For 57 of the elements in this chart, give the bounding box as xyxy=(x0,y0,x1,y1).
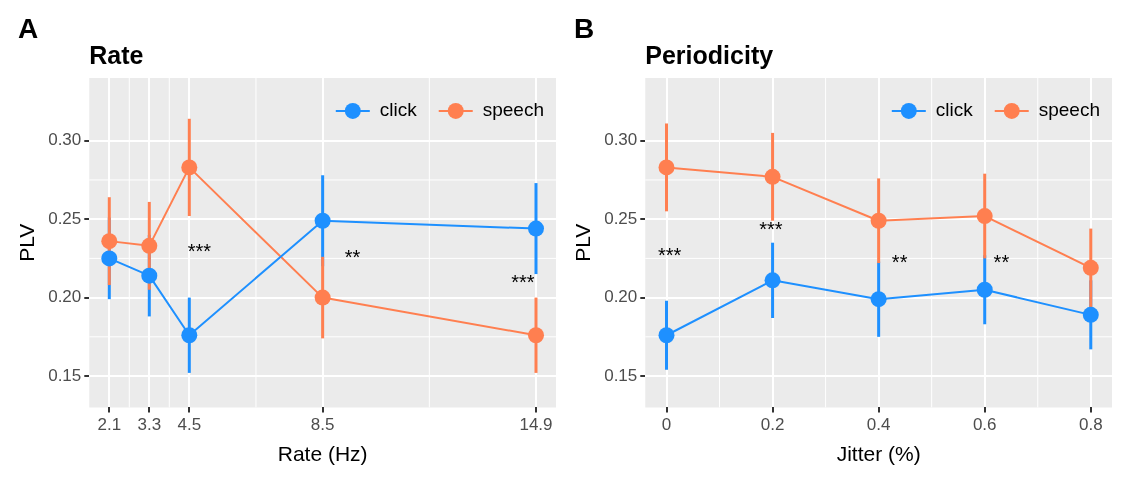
annotation: ** xyxy=(993,250,1010,273)
point xyxy=(870,291,887,308)
point xyxy=(314,212,331,229)
legend-label: click xyxy=(379,99,418,121)
annotation: *** xyxy=(187,239,212,262)
annotation: *** xyxy=(759,217,783,240)
point xyxy=(764,272,781,289)
point xyxy=(1082,259,1099,276)
point xyxy=(976,208,993,225)
x-tick-label: 8.5 xyxy=(310,415,335,435)
point xyxy=(314,289,331,306)
x-axis-title: Rate (Hz) xyxy=(277,442,368,466)
x-tick-label: 2.1 xyxy=(97,415,122,435)
legend-label: click xyxy=(935,99,974,121)
text: B xyxy=(574,12,595,44)
point xyxy=(141,267,158,284)
x-tick-label: 0 xyxy=(661,415,672,435)
point xyxy=(658,159,675,176)
annotation: *** xyxy=(657,244,682,267)
point xyxy=(181,159,198,176)
point xyxy=(1082,306,1099,323)
point xyxy=(658,327,675,344)
point xyxy=(764,168,781,185)
point xyxy=(528,220,544,237)
y-tick-label: 0.15 xyxy=(48,365,82,385)
y-tick-label: 0.30 xyxy=(48,130,82,150)
x-tick-label: 0.8 xyxy=(1078,415,1103,435)
point xyxy=(870,212,887,229)
point xyxy=(976,281,993,298)
y-tick-label: 0.25 xyxy=(48,208,82,228)
chart-title: Periodicity xyxy=(645,41,774,69)
annotation: ** xyxy=(344,246,361,269)
point xyxy=(101,250,118,267)
chart-title: Rate xyxy=(89,41,144,69)
y-axis-title: PLV xyxy=(571,223,595,262)
x-tick-label: 4.5 xyxy=(177,415,202,435)
point xyxy=(528,327,544,344)
x-tick-label: 0.4 xyxy=(866,415,891,435)
y-tick-label: 0.25 xyxy=(604,208,638,228)
point xyxy=(101,233,118,250)
annotation: ** xyxy=(891,250,908,273)
x-tick-label: 0.2 xyxy=(760,415,785,435)
x-tick-label: 3.3 xyxy=(137,415,162,435)
x-tick-label: 0.6 xyxy=(972,415,997,435)
x-axis-title: Jitter (%) xyxy=(836,442,921,466)
text: A xyxy=(18,12,39,44)
legend-label: speech xyxy=(1038,99,1101,121)
y-tick-label: 0.20 xyxy=(48,287,82,307)
y-tick-label: 0.30 xyxy=(604,130,638,150)
y-tick-label: 0.20 xyxy=(604,287,638,307)
legend-label: speech xyxy=(482,99,545,121)
point xyxy=(141,237,158,254)
y-axis-title: PLV xyxy=(15,223,39,262)
point xyxy=(181,327,198,344)
y-tick-label: 0.15 xyxy=(604,365,638,385)
x-tick-label: 14.9 xyxy=(519,415,553,435)
annotation: *** xyxy=(511,271,535,294)
